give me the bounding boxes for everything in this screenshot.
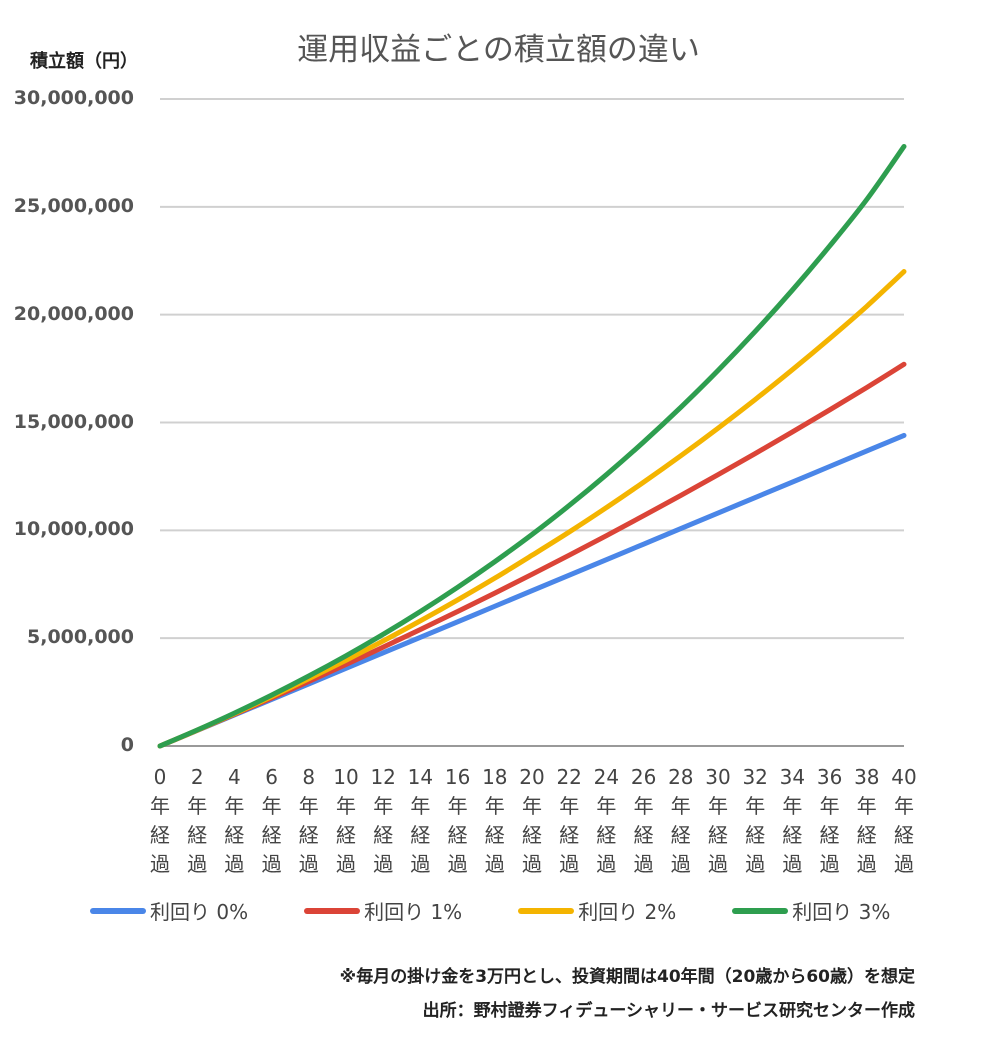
x-tick-label: 20 年 経 過 [519, 765, 545, 876]
legend-label-2: 利回り 2% [578, 900, 677, 924]
x-tick-label: 40 年 経 過 [891, 765, 917, 876]
y-axis-label: 積立額（円） [30, 51, 138, 72]
x-tick-label: 30 年 経 過 [705, 765, 731, 876]
x-tick-label: 28 年 経 過 [668, 765, 694, 876]
y-tick-label: 15,000,000 [13, 410, 134, 433]
chart-title: 運用収益ごとの積立額の違い [297, 32, 700, 68]
legend-swatch-2 [518, 907, 575, 914]
legend-swatch-0 [90, 907, 146, 914]
x-tick-label: 22 年 経 過 [556, 765, 582, 876]
legend-label-3: 利回り 3% [792, 900, 891, 924]
legend-label-0: 利回り 0% [150, 900, 249, 924]
y-tick-label: 0 [120, 734, 134, 756]
x-tick-label: 26 年 経 過 [630, 765, 657, 876]
assumption-note: ※毎月の掛け金を3万円とし、投資期間は40年間（20歳から60歳）を想定 [339, 967, 915, 987]
x-tick-label: 8 年 経 過 [298, 765, 319, 876]
x-tick-label: 10 年 経 過 [333, 765, 359, 876]
x-tick-label: 24 年 経 過 [593, 765, 620, 876]
series-line-2 [157, 269, 907, 749]
y-tick-label: 5,000,000 [27, 626, 134, 649]
x-tick-label: 32 年 経 過 [742, 765, 768, 876]
legend: 利回り 0% 利回り 1% 利回り 2% 利回り 3% [90, 896, 946, 925]
legend-item-0[interactable]: 利回り 0% [90, 896, 248, 925]
x-tick-label: 18 年 経 過 [482, 765, 508, 876]
legend-swatch-1 [304, 907, 361, 914]
legend-item-2[interactable]: 利回り 2% [518, 896, 676, 925]
y-tick-label: 30,000,000 [13, 87, 134, 109]
x-tick-label: 36 年 経 過 [816, 765, 843, 876]
x-tick-label: 6 年 経 過 [261, 765, 282, 876]
series-line-3 [157, 143, 907, 749]
source-note: 出所：野村證券フィデューシャリー・サービス研究センター作成 [422, 1001, 915, 1021]
x-tick-label: 4 年 経 過 [224, 765, 245, 876]
legend-swatch-3 [732, 907, 789, 914]
x-tick-label: 16 年 経 過 [444, 765, 471, 876]
x-tick-label: 38 年 経 過 [854, 765, 880, 876]
legend-item-3[interactable]: 利回り 3% [732, 896, 890, 925]
x-tick-label: 12 年 経 過 [370, 765, 396, 876]
y-tick-label: 20,000,000 [13, 302, 134, 325]
legend-label-1: 利回り 1% [364, 900, 463, 924]
x-tick-label: 14 年 経 過 [407, 765, 434, 876]
x-tick-label: 2 年 経 過 [187, 765, 208, 876]
x-tick-label: 34 年 経 過 [779, 765, 806, 876]
y-tick-label: 25,000,000 [13, 194, 134, 217]
y-tick-label: 10,000,000 [13, 518, 134, 541]
x-tick-label: 0 年 経 過 [150, 765, 170, 876]
legend-item-1[interactable]: 利回り 1% [304, 896, 462, 925]
